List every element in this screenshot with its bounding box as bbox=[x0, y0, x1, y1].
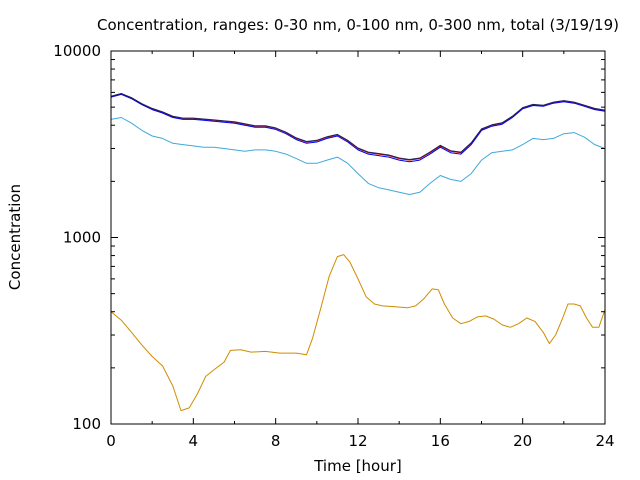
x-tick-label: 24 bbox=[595, 432, 614, 450]
y-tick-label: 10000 bbox=[53, 42, 101, 60]
y-tick-label: 1000 bbox=[63, 229, 101, 247]
x-axis-title: Time [hour] bbox=[313, 457, 402, 475]
series-line-1 bbox=[110, 254, 606, 412]
x-tick-label: 8 bbox=[271, 432, 281, 450]
chart-title: Concentration, ranges: 0-30 nm, 0-100 nm… bbox=[97, 16, 619, 34]
ticks-layer: 0 4 8 12 16 20 24 100 1000 10000 bbox=[53, 42, 614, 450]
series-layer bbox=[110, 93, 606, 412]
y-axis-title: Concentration bbox=[6, 184, 24, 290]
x-tick-label: 20 bbox=[513, 432, 532, 450]
plot-frame bbox=[110, 50, 606, 425]
series-line-2 bbox=[110, 117, 606, 195]
series-line-5 bbox=[110, 93, 606, 160]
y-tick-label: 100 bbox=[72, 415, 101, 433]
x-tick-label: 0 bbox=[106, 432, 116, 450]
x-tick-label: 4 bbox=[189, 432, 199, 450]
series-line-4 bbox=[110, 93, 606, 163]
x-tick-label: 12 bbox=[348, 432, 367, 450]
x-tick-label: 16 bbox=[431, 432, 450, 450]
